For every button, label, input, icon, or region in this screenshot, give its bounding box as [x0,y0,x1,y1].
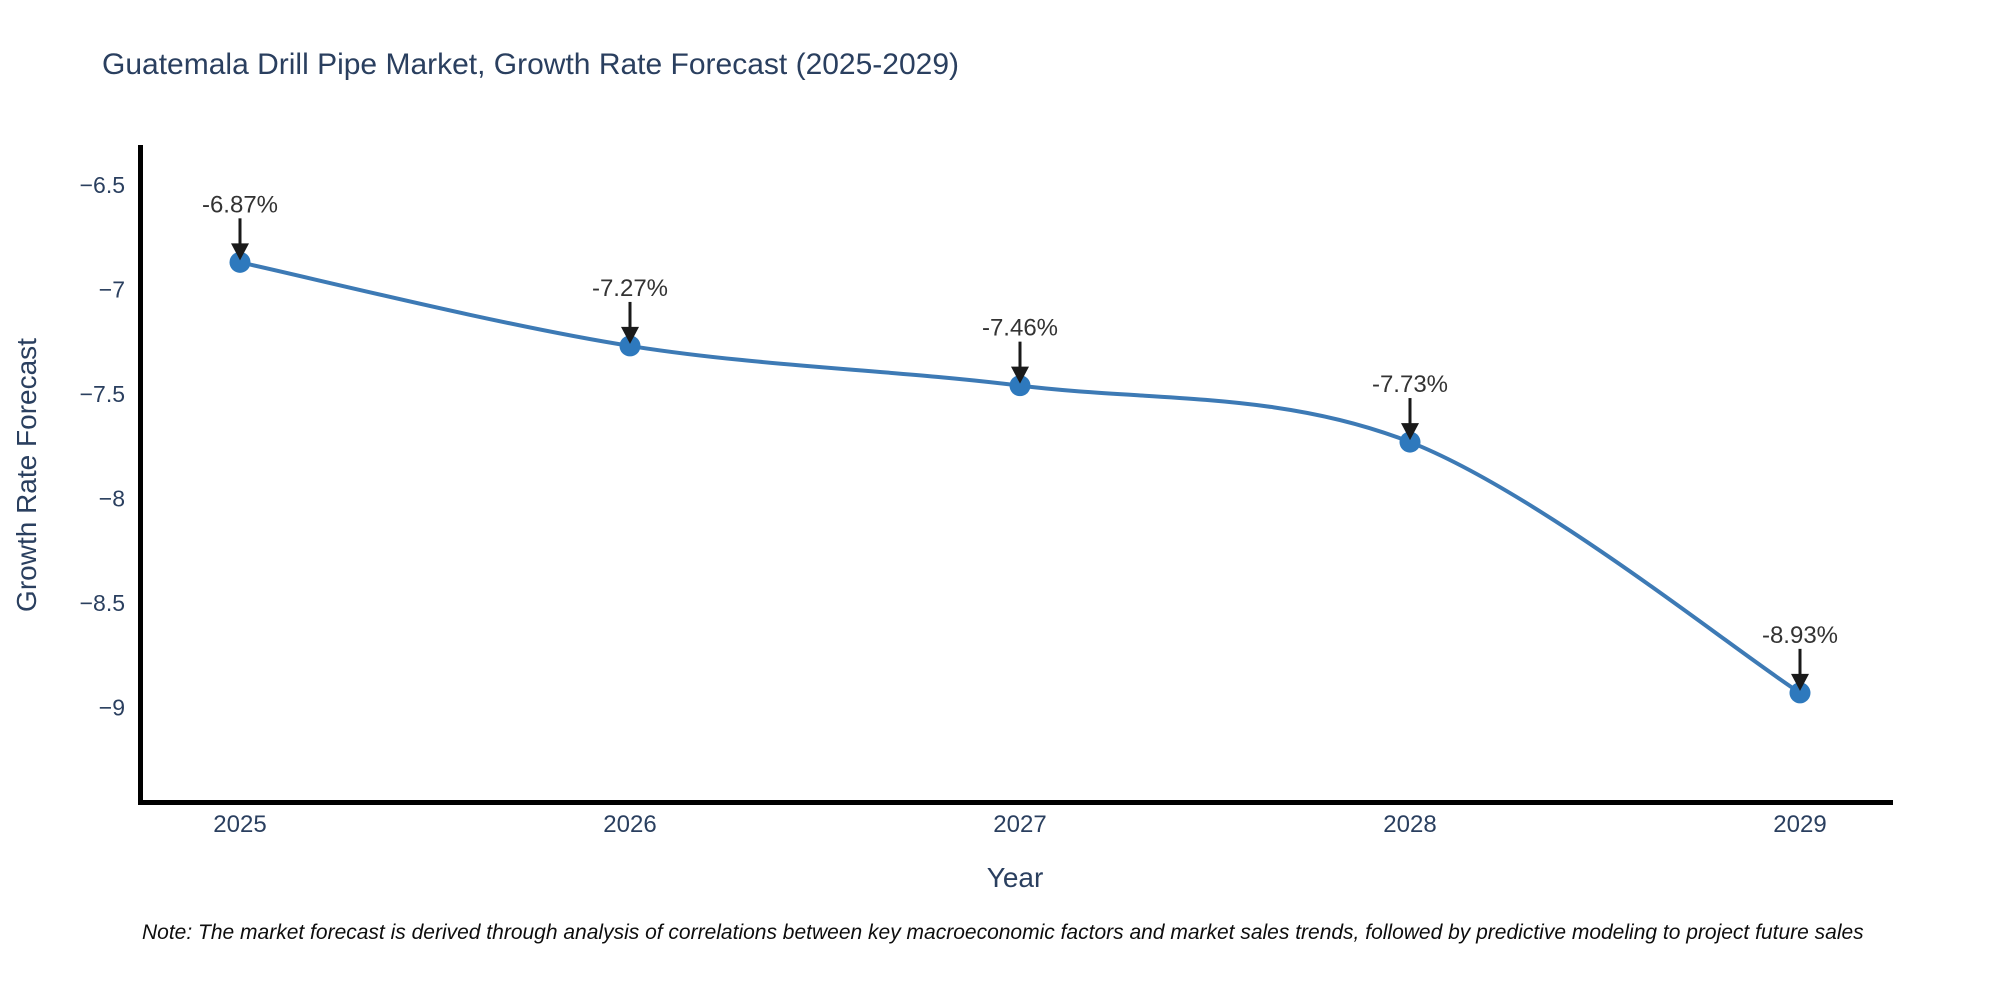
y-tick-label: −8 [99,486,125,512]
annotation-arrow-head [231,243,249,261]
y-tick-label: −7.5 [80,381,125,407]
annotation-arrow-head [1011,366,1029,384]
point-value-annotation: -7.73% [1372,371,1448,398]
y-axis-title: Growth Rate Forecast [11,338,42,612]
annotation-arrow-head [1791,673,1809,691]
data-point-marker [1009,375,1031,397]
x-axis-line [138,800,1893,805]
chart-title: Guatemala Drill Pipe Market, Growth Rate… [102,48,960,81]
y-axis-line [138,145,143,805]
point-value-annotation: -6.87% [202,191,278,218]
point-value-annotation: -7.46% [982,315,1058,342]
x-tick-label: 2028 [1383,811,1436,838]
x-axis-title: Year [986,862,1044,893]
x-tick-label: 2029 [1773,811,1826,838]
annotation-arrow-head [1401,423,1419,441]
y-tick-label: −6.5 [80,172,125,198]
footnote: Note: The market forecast is derived thr… [142,921,1864,944]
y-tick-label: −9 [99,695,125,721]
y-tick-label: −7 [99,277,125,303]
annotation-arrow-head [621,326,639,344]
point-value-annotation: -8.93% [1762,622,1838,649]
x-tick-label: 2025 [213,811,266,838]
x-tick-label: 2027 [993,811,1046,838]
data-point-marker [619,335,641,357]
point-value-annotation: -7.27% [592,275,668,302]
data-point-marker [229,251,251,273]
x-tick-label: 2026 [603,811,656,838]
data-point-marker [1789,682,1811,704]
y-tick-label: −8.5 [80,590,125,616]
data-point-marker [1399,431,1421,453]
